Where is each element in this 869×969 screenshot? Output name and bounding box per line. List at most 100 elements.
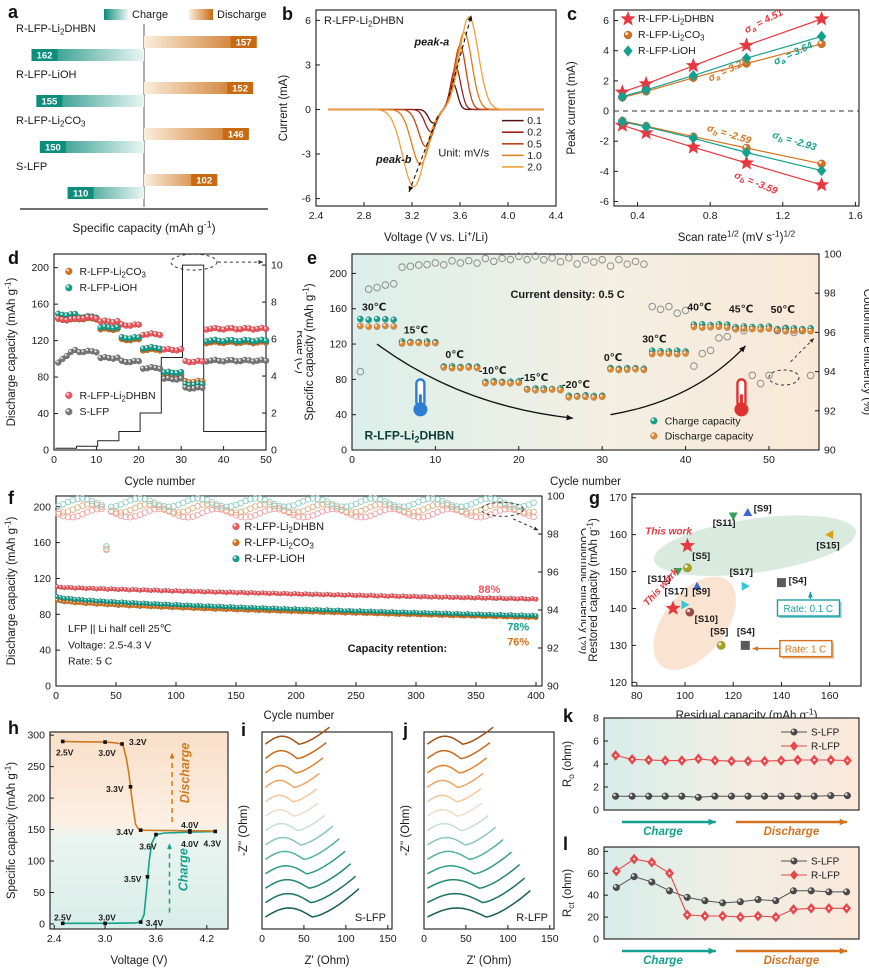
svg-text:peak-a: peak-a: [413, 37, 449, 49]
svg-text:R-LFP-Li2​DHBN: R-LFP-Li2​DHBN: [16, 23, 96, 37]
svg-text:90: 90: [824, 445, 836, 457]
svg-text:160: 160: [609, 529, 627, 541]
panel-f-label: f: [8, 488, 14, 508]
svg-text:R-LFP: R-LFP: [811, 742, 840, 753]
svg-text:4.3V: 4.3V: [204, 838, 222, 848]
svg-text:130: 130: [609, 640, 627, 652]
svg-text:50℃: 50℃: [771, 304, 795, 316]
svg-text:96: 96: [547, 567, 559, 579]
svg-text:10: 10: [271, 260, 283, 272]
svg-text:Restored capacity (mAh g-1​): Restored capacity (mAh g-1​): [586, 518, 600, 662]
svg-text:R-LFP-LiOH: R-LFP-LiOH: [244, 553, 305, 565]
svg-text:0℃: 0℃: [604, 352, 623, 364]
panel-k-svg: 0 2 4 6 8 Ro​ (ohm) S-LFP R-LFP Charge Discharge: [562, 713, 860, 838]
svg-text:-4: -4: [600, 166, 609, 178]
svg-text:R-LFP-Li2​DHBN: R-LFP-Li2​DHBN: [79, 390, 155, 404]
svg-text:[S17]: [S17]: [730, 567, 753, 578]
svg-text:Peak current (mA): Peak current (mA): [566, 61, 578, 154]
svg-text:3.2V: 3.2V: [129, 737, 147, 747]
svg-text:Current density: 0.5 C: Current density: 0.5 C: [510, 289, 624, 301]
svg-text:120: 120: [609, 677, 627, 689]
svg-text:[S10]: [S10]: [695, 614, 718, 625]
svg-text:S-LFP: S-LFP: [79, 406, 109, 418]
svg-text:80: 80: [587, 846, 599, 858]
svg-text:80: 80: [631, 690, 643, 702]
svg-text:R-LFP-Li2​CO3​: R-LFP-Li2​CO3​: [638, 29, 704, 43]
svg-text:200: 200: [33, 501, 51, 513]
svg-text:Current (mA): Current (mA): [278, 75, 290, 142]
panel-i-label: i: [241, 720, 247, 740]
svg-text:200: 200: [287, 690, 305, 702]
svg-text:2: 2: [271, 408, 277, 420]
svg-text:Discharge: Discharge: [178, 743, 192, 803]
svg-text:50: 50: [33, 887, 45, 899]
svg-text:50: 50: [110, 690, 122, 702]
svg-text:Charge: Charge: [643, 826, 683, 838]
svg-text:R-LFP-Li2​DHBN: R-LFP-Li2​DHBN: [244, 521, 324, 535]
svg-text:150: 150: [609, 566, 627, 578]
svg-text:30: 30: [175, 454, 187, 466]
svg-text:100: 100: [27, 856, 45, 868]
svg-text:R-LFP-Li2​DHBN: R-LFP-Li2​DHBN: [324, 15, 404, 29]
chart-eis-rlfp: 0 50 100 150 Z' (Ohm) -Z'' (Ohm) R-LFP: [398, 724, 560, 969]
svg-text:10: 10: [91, 454, 103, 466]
panel-e-svg: 0 10 20 30 40 50 0 40 80 120 160 200 90 92 94 96 98 100 Cy…: [301, 249, 869, 489]
svg-text:98: 98: [824, 288, 836, 300]
svg-text:2.4: 2.4: [47, 933, 62, 945]
svg-text:4.0V: 4.0V: [181, 839, 199, 849]
svg-text:30℃: 30℃: [642, 333, 666, 345]
svg-text:2: 2: [593, 782, 599, 794]
svg-text:Specific capacity (mAh g-1​): Specific capacity (mAh g-1​): [4, 762, 18, 899]
svg-text:0: 0: [43, 445, 49, 457]
svg-text:3.3V: 3.3V: [106, 784, 124, 794]
panel-g-svg: 80 100 120 140 160120130140150160170Residual…: [585, 492, 862, 722]
svg-text:100: 100: [547, 491, 565, 503]
svg-text:1.0: 1.0: [527, 150, 542, 162]
chart-eis-slfp: 0 50 100 150 Z' (Ohm) -Z'' (Ohm) S-LFP: [236, 724, 398, 969]
svg-text:200: 200: [329, 268, 347, 280]
svg-text:2.0: 2.0: [527, 161, 542, 173]
panel-g-label: g: [589, 488, 600, 508]
svg-text:250: 250: [347, 690, 365, 702]
chart-restored-vs-residual: 80 100 120 140 160 120 130 140 150 160 170 Residual…: [585, 488, 869, 729]
svg-text:6: 6: [271, 334, 277, 346]
svg-text:Voltage (V vs. Li+​/Li): Voltage (V vs. Li+​/Li): [384, 229, 488, 244]
svg-text:150: 150: [227, 690, 245, 702]
svg-text:Specific capacity (mAh g-1​): Specific capacity (mAh g-1​): [302, 283, 316, 420]
svg-text:120: 120: [31, 335, 49, 347]
panel-h-label: h: [8, 718, 19, 738]
svg-text:98: 98: [547, 529, 559, 541]
svg-text:78%: 78%: [507, 621, 529, 633]
svg-text:94: 94: [547, 605, 559, 617]
svg-text:S-LFP: S-LFP: [811, 728, 840, 739]
svg-text:2.4: 2.4: [309, 210, 324, 222]
svg-text:100: 100: [167, 690, 185, 702]
panel-c-label: c: [567, 4, 578, 24]
svg-text:R-LFP-LiOH: R-LFP-LiOH: [638, 45, 696, 57]
svg-text:0: 0: [593, 805, 599, 817]
svg-text:150: 150: [45, 143, 61, 154]
svg-text:LFP || Li half cell 25℃: LFP || Li half cell 25℃: [68, 623, 171, 635]
svg-text:Rct​ (ohm): Rct​ (ohm): [562, 869, 576, 917]
chart-peak-current: 0.4 0.8 1.2 1.6 -6 -4 -2 0 2 4 6 Scan rate1/2​ (mV …: [564, 2, 869, 251]
svg-text:R-LFP-Li2​CO3​: R-LFP-Li2​CO3​: [16, 115, 86, 129]
svg-text:Discharge capacity (mAh g-1​): Discharge capacity (mAh g-1​): [4, 277, 18, 426]
svg-text:40℃: 40℃: [687, 302, 711, 314]
svg-text:0: 0: [341, 445, 347, 457]
svg-text:Z' (Ohm): Z' (Ohm): [467, 955, 512, 967]
svg-text:8: 8: [593, 713, 599, 725]
svg-text:88%: 88%: [478, 584, 500, 596]
svg-text:20: 20: [133, 454, 145, 466]
svg-text:Rate (C): Rate (C): [294, 330, 302, 374]
svg-text:R-LFP: R-LFP: [516, 912, 548, 924]
svg-text:4: 4: [271, 371, 277, 383]
svg-text:100: 100: [824, 249, 842, 261]
svg-text:Charge: Charge: [132, 9, 168, 21]
svg-text:3: 3: [305, 59, 311, 71]
svg-text:1.6: 1.6: [848, 210, 863, 222]
svg-text:Z' (Ohm): Z' (Ohm): [305, 955, 350, 967]
chart-rct-resistance: 0 20 40 60 80 Rct​ (ohm) S-LFP R-LFP Charge Disch…: [560, 841, 869, 969]
svg-text:-Z'' (Ohm): -Z'' (Ohm): [238, 805, 250, 856]
svg-text:Capacity retention:: Capacity retention:: [348, 643, 448, 655]
